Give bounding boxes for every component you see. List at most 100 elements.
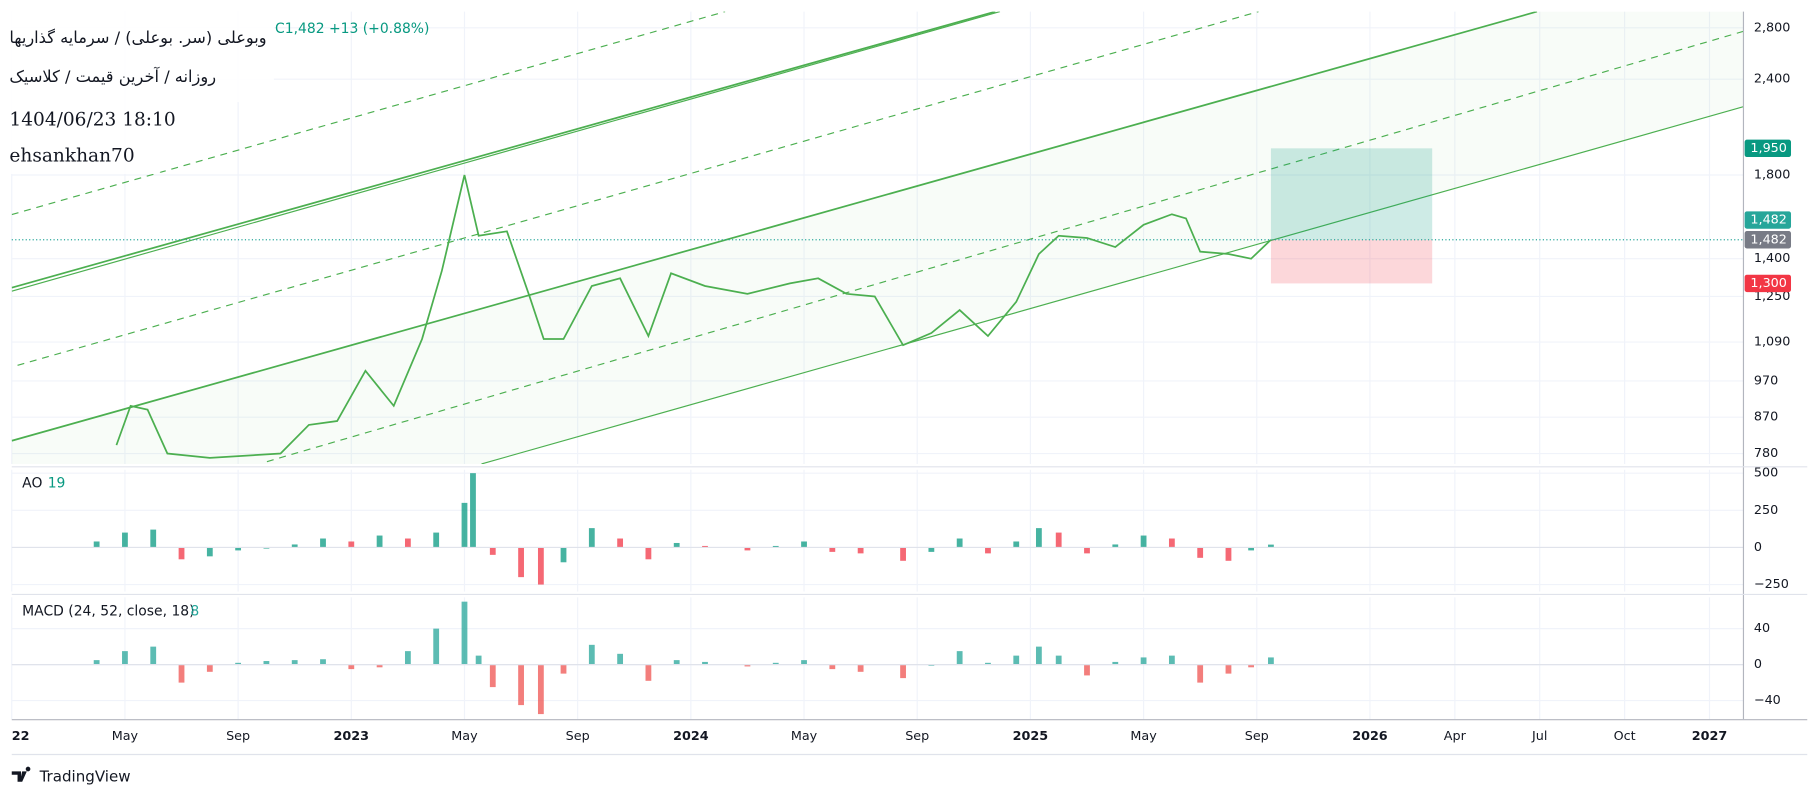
histogram-bar xyxy=(617,538,624,548)
histogram-bar xyxy=(404,538,411,548)
histogram-bar xyxy=(829,664,836,670)
histogram-bar xyxy=(291,660,298,665)
x-tick-label: May xyxy=(112,729,139,744)
histogram-bar xyxy=(433,532,440,548)
histogram-bar xyxy=(588,528,595,548)
histogram-bar xyxy=(461,502,468,548)
y-tick-label: 2,800 xyxy=(1754,20,1791,35)
symbol-subtitle: روزانه / آخرین قیمت / کلاسیک xyxy=(9,67,216,87)
histogram-bar xyxy=(588,644,595,665)
ohlc-legend: C1,482 +13 (+0.88%) xyxy=(275,21,429,37)
histogram-bar xyxy=(178,664,185,683)
histogram-bar xyxy=(956,651,963,665)
histogram-bar xyxy=(1140,535,1147,548)
channel-line xyxy=(11,11,1538,442)
histogram-bar xyxy=(1168,538,1175,548)
y-tick-label: 1,090 xyxy=(1754,335,1791,350)
histogram-bar xyxy=(985,547,991,554)
histogram-bar xyxy=(744,664,751,667)
channel-dashed xyxy=(266,30,1744,463)
author-label: ehsankhan70 xyxy=(9,146,134,167)
histogram-bar xyxy=(560,664,567,674)
histogram-bar xyxy=(348,541,355,548)
histogram-bar xyxy=(518,547,524,578)
price-badge-label: 1,482 xyxy=(1750,232,1787,247)
histogram-bar xyxy=(1197,547,1204,558)
histogram-bar xyxy=(1035,528,1042,548)
histogram-bar xyxy=(150,646,157,665)
x-tick-label: Sep xyxy=(226,729,250,744)
histogram-bar xyxy=(1084,547,1090,554)
x-tick-label: Sep xyxy=(1245,729,1269,744)
histogram-bar xyxy=(1197,664,1204,683)
channel-line xyxy=(11,11,1001,292)
histogram-bar xyxy=(985,662,991,665)
ao-value: 19 xyxy=(48,476,66,492)
y-tick-label: 1,400 xyxy=(1754,251,1791,266)
histogram-bar xyxy=(1112,544,1119,548)
y-tick-label: 1,800 xyxy=(1754,168,1791,183)
histogram-bar xyxy=(235,662,242,665)
histogram-bar xyxy=(1248,664,1255,668)
footer-brand: TradingView xyxy=(39,768,131,786)
channel-line xyxy=(11,11,996,289)
price-badge xyxy=(1744,211,1792,229)
histogram-bar xyxy=(1140,657,1147,665)
x-tick-label: May xyxy=(791,729,818,744)
histogram-bar xyxy=(235,547,242,551)
histogram-bar xyxy=(122,532,128,548)
histogram-bar xyxy=(376,535,383,548)
histogram-bar xyxy=(1013,655,1020,665)
histogram-bar xyxy=(1055,655,1062,665)
x-tick-label: Jul xyxy=(1531,729,1547,744)
panes: 780 870 970 1,090 1,250 1,400 1,800 2,400 2,800 5… xyxy=(11,20,1792,715)
histogram-bar xyxy=(1268,657,1274,665)
histogram-bar xyxy=(673,542,680,548)
x-tick-label: Apr xyxy=(1444,729,1467,744)
y-tick-label: 870 xyxy=(1754,410,1778,425)
x-tick-label: 2027 xyxy=(1692,729,1728,744)
y-tick-label: 1,250 xyxy=(1754,289,1791,304)
profit-zone xyxy=(1270,148,1433,240)
histogram-bar xyxy=(376,664,383,668)
x-tick-label: May xyxy=(1130,729,1157,744)
histogram-bar xyxy=(320,538,326,548)
histogram-bar xyxy=(1268,544,1274,548)
y-tick-label: 2,400 xyxy=(1754,72,1791,87)
x-tick-label: Sep xyxy=(905,729,929,744)
histogram-bar xyxy=(956,538,963,548)
histogram-bar xyxy=(348,664,355,670)
y-tick-label: 0 xyxy=(1754,657,1762,672)
histogram-bar xyxy=(1225,664,1232,674)
date-label: 1404/06/23 18:10 xyxy=(9,110,175,131)
price-badge-label: 1,950 xyxy=(1750,141,1787,156)
histogram-bar xyxy=(744,547,751,551)
histogram-bar xyxy=(489,547,496,555)
histogram-bar xyxy=(645,547,652,560)
histogram-bar xyxy=(801,660,807,665)
x-tick-label: 2025 xyxy=(1013,729,1049,744)
histogram-bar xyxy=(702,545,708,548)
histogram-bar xyxy=(673,660,680,665)
histogram-bar xyxy=(518,664,524,706)
histogram-bar xyxy=(1013,541,1020,548)
histogram-bar xyxy=(461,601,468,665)
histogram-bar xyxy=(93,660,100,665)
histogram-bar xyxy=(900,547,906,561)
histogram-bar xyxy=(470,473,476,548)
histogram-bar xyxy=(537,547,544,585)
histogram-bar xyxy=(1225,547,1232,561)
histogram-bar xyxy=(772,545,779,548)
histogram-bar xyxy=(857,547,864,554)
price-line xyxy=(115,174,1272,459)
histogram-bar xyxy=(702,661,708,665)
price-badge-label: 1,300 xyxy=(1750,276,1787,291)
x-tick-label: May xyxy=(451,729,478,744)
histogram-bar xyxy=(1035,646,1042,665)
x-tick-label: 2024 xyxy=(673,729,709,744)
channel-fill xyxy=(11,11,1744,464)
y-tick-label: 500 xyxy=(1754,466,1778,481)
price-badge xyxy=(1744,231,1792,249)
x-tick-label: Sep xyxy=(566,729,590,744)
